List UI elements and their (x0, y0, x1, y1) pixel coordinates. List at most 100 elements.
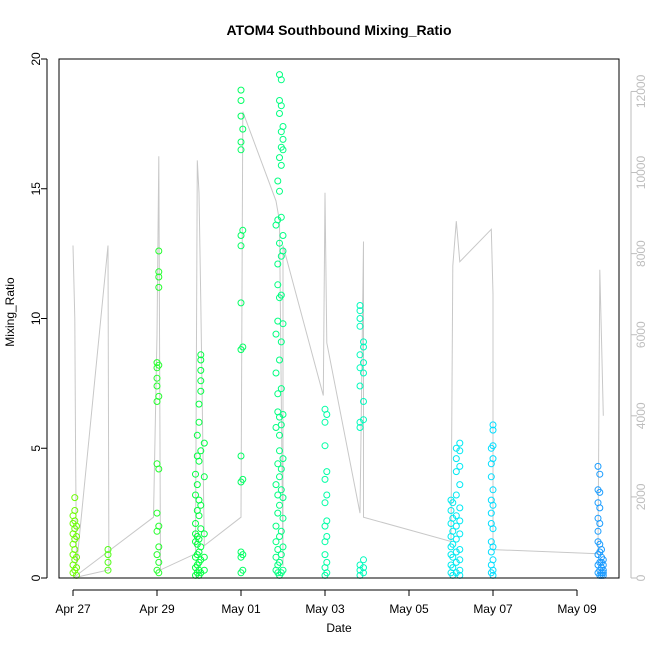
data-point (360, 416, 367, 424)
data-point (73, 522, 80, 530)
data-point (276, 187, 283, 195)
data-point (452, 455, 460, 463)
data-point (195, 512, 203, 520)
data-point (197, 366, 205, 374)
data-point (155, 283, 163, 291)
data-point (489, 501, 497, 509)
data-point (200, 530, 208, 538)
data-point (73, 533, 80, 540)
y2-tick-label: 4000 (634, 402, 648, 429)
data-point (323, 468, 331, 476)
data-point (323, 533, 331, 540)
data-point (200, 566, 208, 574)
data-point (237, 86, 245, 94)
data-point (360, 564, 367, 572)
data-point (239, 343, 247, 351)
data-point (279, 494, 287, 502)
data-point (71, 546, 79, 553)
data-point (323, 517, 331, 525)
data-point (276, 154, 283, 162)
data-point (274, 509, 282, 517)
data-point (323, 558, 331, 566)
data-point (279, 320, 287, 328)
data-point (155, 361, 163, 369)
data-point (277, 385, 285, 393)
data-point (449, 540, 457, 548)
data-point (239, 475, 247, 483)
data-point (155, 543, 163, 551)
data-point (192, 491, 199, 499)
data-point (155, 558, 163, 566)
data-point (360, 398, 367, 405)
data-point (356, 322, 364, 330)
data-point (73, 553, 80, 561)
y2-tick-label: 10000 (634, 156, 648, 190)
data-point (274, 281, 282, 289)
data-point (599, 566, 607, 574)
data-point (599, 556, 607, 564)
data-point (456, 546, 464, 553)
data-point (197, 543, 205, 551)
x-tick-label: May 09 (557, 602, 597, 616)
axes-layer: Apr 27 Apr 29 May 01 May 03 May 05 May 07 May … (29, 52, 648, 616)
data-point (155, 247, 163, 255)
data-point (456, 517, 464, 525)
data-point (360, 556, 367, 564)
data-point (276, 558, 283, 566)
x-tick-label: Apr 29 (139, 602, 175, 616)
data-point (594, 462, 602, 470)
data-point (321, 551, 329, 559)
data-point (489, 442, 497, 450)
data-point (73, 564, 80, 572)
data-point (237, 452, 245, 460)
y-tick-label: 15 (29, 182, 43, 196)
data-point (71, 507, 79, 514)
data-point (272, 522, 280, 530)
data-point (356, 302, 364, 309)
data-point (104, 566, 112, 574)
data-point (155, 465, 163, 473)
y-tick-label: 5 (29, 445, 43, 452)
data-point (489, 455, 497, 463)
altitude-line-layer (72, 111, 604, 579)
data-point (594, 527, 602, 535)
data-point (237, 138, 245, 146)
data-point (277, 291, 285, 299)
data-point (598, 546, 605, 553)
data-point (276, 501, 283, 509)
data-point (360, 569, 367, 577)
data-point (456, 462, 464, 470)
data-point (489, 421, 497, 429)
data-point (197, 447, 205, 455)
data-point (279, 135, 287, 143)
data-point (596, 470, 604, 478)
data-point (356, 351, 364, 359)
data-point (279, 514, 287, 522)
data-point (279, 455, 287, 463)
data-point (274, 177, 282, 185)
x-tick-label: May 01 (221, 602, 261, 616)
data-point (356, 364, 364, 372)
data-point (321, 442, 329, 450)
data-point (237, 242, 245, 250)
data-point (356, 424, 364, 431)
data-point (237, 299, 245, 307)
data-point (599, 561, 607, 569)
data-point (277, 465, 285, 473)
data-point (452, 491, 460, 499)
data-point (200, 473, 208, 481)
data-point (489, 525, 497, 533)
data-point (272, 369, 280, 377)
data-point (276, 431, 283, 439)
data-point (449, 564, 457, 572)
data-point (321, 418, 329, 426)
data-point (449, 527, 457, 535)
y2-tick-label: 2000 (634, 483, 648, 510)
data-point (239, 226, 247, 234)
data-point (279, 232, 287, 239)
data-point (197, 501, 205, 509)
data-point (360, 369, 367, 377)
data-point (279, 123, 287, 130)
data-point (279, 566, 287, 574)
data-point (195, 457, 203, 465)
